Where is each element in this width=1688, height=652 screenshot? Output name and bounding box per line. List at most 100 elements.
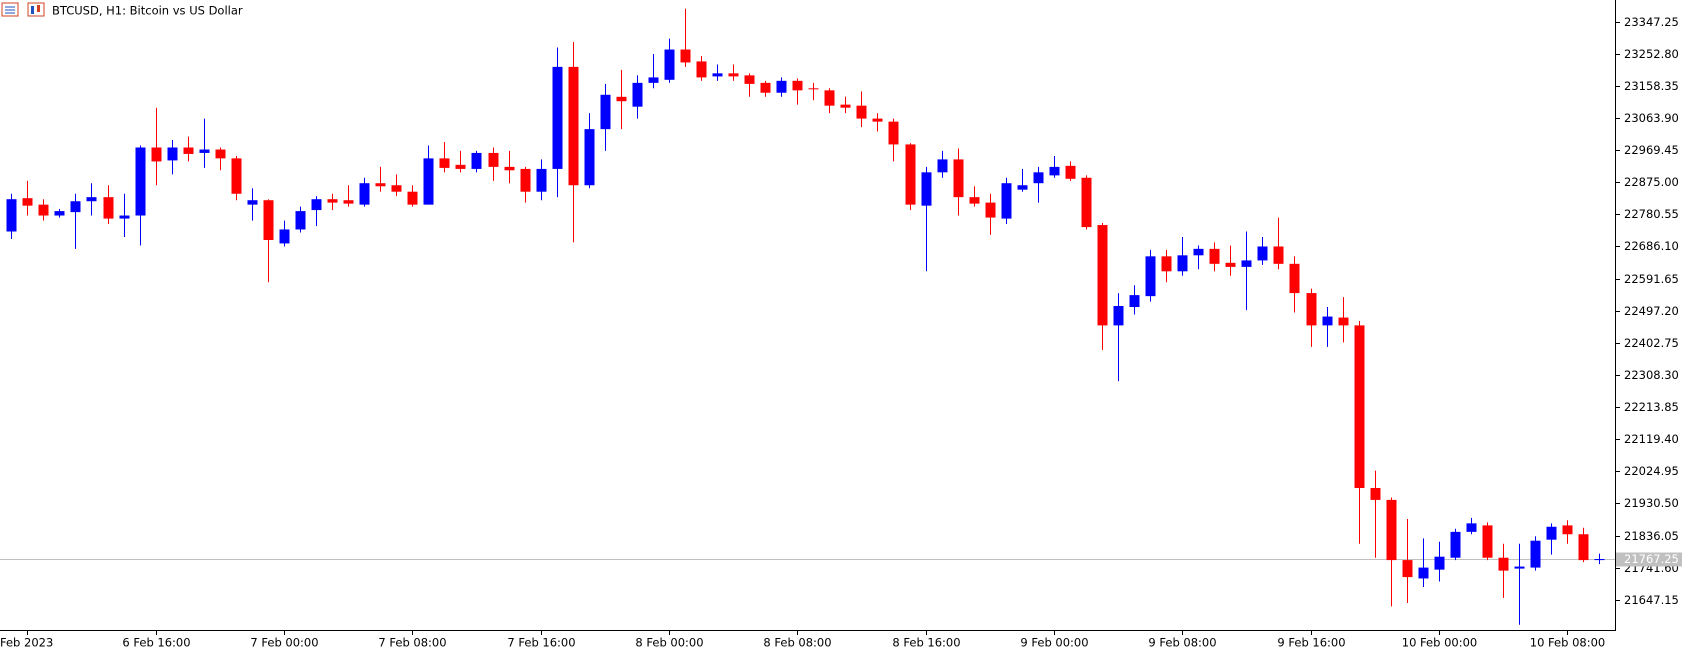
- candle-body: [215, 149, 226, 159]
- candle-body: [1017, 185, 1028, 190]
- candle-body: [423, 158, 434, 205]
- y-tick-label: 22686.10: [1624, 239, 1679, 253]
- x-tick-label: 6 Feb 16:00: [122, 636, 190, 650]
- candle-body: [1514, 566, 1525, 569]
- candle-body: [1273, 246, 1284, 264]
- candle-body: [600, 94, 611, 130]
- candle-body: [536, 168, 547, 192]
- candle-body: [103, 197, 114, 219]
- candle-body: [183, 147, 194, 154]
- candle-body: [840, 104, 851, 108]
- x-tick-label: 10 Feb 00:00: [1402, 636, 1477, 650]
- candle-body: [1562, 525, 1573, 535]
- candle-body: [1594, 558, 1605, 561]
- candle-body: [247, 200, 258, 205]
- x-tick-label: 8 Feb 08:00: [763, 636, 831, 650]
- candle-body: [231, 158, 242, 194]
- candle-body: [295, 211, 306, 230]
- x-tick-label: 7 Feb 16:00: [507, 636, 575, 650]
- candle-body: [760, 82, 771, 93]
- candle-body: [70, 201, 81, 213]
- candle-body: [1530, 540, 1541, 568]
- candle-body: [199, 149, 210, 153]
- x-tick-label: 9 Feb 00:00: [1020, 636, 1088, 650]
- candle-body: [1466, 523, 1477, 532]
- chart-title: BTCUSD, H1: Bitcoin vs US Dollar: [52, 4, 243, 18]
- candle-body: [856, 105, 867, 119]
- candle-body: [728, 73, 739, 77]
- candle-body: [1498, 557, 1509, 571]
- candle-body: [969, 197, 980, 204]
- candle-body: [1241, 260, 1252, 267]
- candle-body: [1338, 317, 1349, 326]
- y-tick-label: 22780.55: [1624, 207, 1679, 221]
- candle-body: [1193, 248, 1204, 256]
- y-tick-label: 22591.65: [1624, 272, 1679, 286]
- candle-body: [1257, 246, 1268, 261]
- candle-body: [712, 73, 723, 77]
- candle-body: [1386, 499, 1397, 561]
- candle-body: [311, 199, 322, 211]
- candle-body: [6, 199, 17, 232]
- candle-body: [1434, 556, 1445, 570]
- candle-body: [488, 152, 499, 167]
- y-tick-label: 22119.40: [1624, 432, 1679, 446]
- candle-body: [1289, 263, 1300, 294]
- x-tick-label: 8 Feb 00:00: [635, 636, 703, 650]
- candle-body: [343, 200, 354, 204]
- x-tick-label: 9 Feb 16:00: [1277, 636, 1345, 650]
- current-price-label: 21767.25: [1624, 552, 1679, 566]
- candle-body: [1209, 248, 1220, 264]
- icon-bar: [31, 6, 34, 14]
- x-tick-label: 7 Feb 00:00: [250, 636, 318, 650]
- y-tick-label: 22969.45: [1624, 143, 1679, 157]
- candle-body: [1065, 165, 1076, 179]
- y-tick-label: 22402.75: [1624, 336, 1679, 350]
- candle-body: [1033, 172, 1044, 184]
- candle-body: [1402, 560, 1413, 578]
- y-tick-label: 22308.30: [1624, 368, 1679, 382]
- candle-body: [1354, 325, 1365, 488]
- y-tick-label: 23347.25: [1624, 15, 1679, 29]
- candle-body: [872, 118, 883, 122]
- candle-body: [1370, 487, 1381, 500]
- candle-body: [151, 147, 162, 162]
- candle-body: [86, 197, 97, 202]
- current-price-box: [1616, 552, 1682, 567]
- candle-body: [1145, 256, 1156, 297]
- y-tick-label: 23158.35: [1624, 79, 1679, 93]
- candle-body: [921, 172, 932, 206]
- candle-body: [279, 229, 290, 244]
- candle-body: [776, 80, 787, 93]
- candle-body: [1578, 534, 1589, 561]
- candle-body: [568, 66, 579, 186]
- candle-body: [263, 200, 274, 241]
- candle-body: [1450, 531, 1461, 558]
- candle-body: [471, 152, 482, 169]
- x-tick-label: 10 Feb 08:00: [1530, 636, 1605, 650]
- candle-body: [1161, 256, 1172, 272]
- candle-body: [905, 144, 916, 205]
- candle-body: [1081, 177, 1092, 228]
- candle-body: [680, 49, 691, 63]
- toolbar-icons: [1, 2, 45, 17]
- candle-body: [888, 121, 899, 145]
- candle-body: [696, 61, 707, 78]
- candle-body: [54, 211, 65, 216]
- candle-body: [1306, 293, 1317, 326]
- candle-body: [504, 166, 515, 171]
- candle-body: [167, 147, 178, 161]
- candle-body: [632, 82, 643, 107]
- y-tick-label: 21647.15: [1624, 593, 1679, 607]
- candle-body: [1546, 526, 1557, 540]
- candle-body: [1049, 166, 1060, 176]
- candle-body: [792, 80, 803, 91]
- y-tick-label: 22497.20: [1624, 304, 1679, 318]
- candle-body: [407, 191, 418, 205]
- candle-body: [135, 147, 146, 216]
- candle-body: [1113, 306, 1124, 326]
- y-tick-label: 23252.80: [1624, 47, 1679, 61]
- candle-body: [1001, 183, 1012, 219]
- y-tick-label: 22213.85: [1624, 400, 1679, 414]
